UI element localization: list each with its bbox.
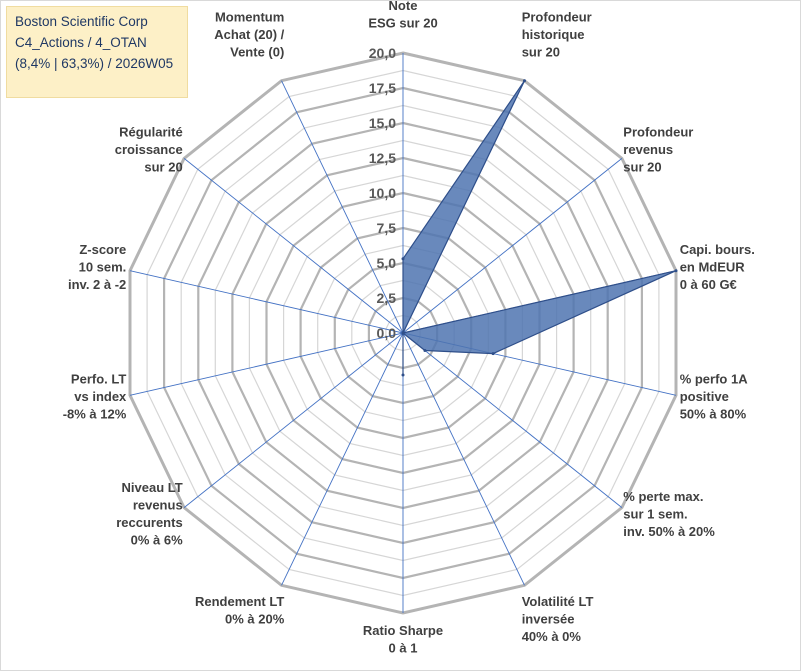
axis-label: 0% à 6%	[131, 533, 183, 548]
title-line-2: C4_Actions / 4_OTAN	[15, 35, 147, 50]
axis-label: Perfo. LT	[71, 372, 126, 387]
axis-label: 0 à 1	[389, 641, 418, 656]
axis-spoke	[402, 332, 623, 508]
axis-spoke	[183, 158, 404, 334]
axis-spoke	[183, 332, 404, 508]
axis-label: Ratio Sharpe	[363, 623, 443, 638]
tick-label: 0,0	[377, 325, 397, 341]
data-point	[491, 352, 495, 356]
axis-label: ESG sur 20	[368, 16, 437, 31]
tick-label: 20,0	[369, 45, 396, 61]
axis-label: sur 1 sem.	[623, 506, 687, 521]
axis-label: sur 20	[144, 160, 182, 175]
axis-label: croissance	[115, 142, 183, 157]
axis-label: 50% à 80%	[680, 407, 747, 422]
axis-label: Niveau LT	[122, 480, 183, 495]
axis-label: Volatilité LT	[522, 594, 594, 609]
series-area	[401, 80, 677, 375]
tick-label: 7,5	[377, 220, 397, 236]
tick-label: 10,0	[369, 185, 396, 201]
axis-spoke	[281, 332, 404, 586]
axis-label: Momentum	[215, 9, 284, 24]
axis-label: 10 sem.	[79, 259, 127, 274]
axis-label: 0 à 60 G€	[680, 277, 737, 292]
axis-label: historique	[522, 27, 585, 42]
tick-label: 2,5	[377, 290, 397, 306]
tick-label: 12,5	[369, 150, 396, 166]
axis-label: Note	[389, 0, 418, 13]
title-line-3: (8,4% | 63,3%) / 2026W05	[15, 56, 174, 71]
axis-label: Profondeur	[623, 125, 693, 140]
axis-label: % perte max.	[623, 489, 703, 504]
axis-label: 40% à 0%	[522, 629, 582, 644]
axis-label: -8% à 12%	[63, 407, 127, 422]
tick-label-layer: 0,0 2,5 5,0 7,5 10,0 12,5 15,0 17,5 20,0	[369, 45, 396, 341]
axis-spoke	[402, 158, 623, 334]
axis-label: Achat (20) /	[214, 27, 284, 42]
axis-label: inv. 50% à 20%	[623, 524, 715, 539]
axis-label: % perfo 1A	[680, 372, 749, 387]
tick-label: 17,5	[369, 80, 396, 96]
title-line-1: Boston Scientific Corp	[15, 14, 148, 29]
data-point	[523, 79, 526, 83]
data-point	[401, 331, 405, 335]
tick-label: 15,0	[369, 115, 396, 131]
data-point	[674, 269, 678, 273]
axis-label: positive	[680, 389, 729, 404]
axis-spoke	[129, 332, 404, 396]
axis-label: 0% à 20%	[225, 612, 285, 627]
axis-spoke	[281, 80, 404, 334]
axis-label: Z-score	[79, 242, 126, 257]
axis-spoke	[129, 270, 404, 334]
tick-label: 5,0	[377, 255, 397, 271]
axis-label: Rendement LT	[195, 594, 284, 609]
axis-label: inv. 2 à -2	[68, 277, 126, 292]
axis-label: Régularité	[119, 125, 183, 140]
data-point	[401, 373, 405, 377]
axis-label: Profondeur	[522, 9, 592, 24]
axis-label: revenus	[623, 142, 673, 157]
axis-label: Vente (0)	[230, 44, 284, 59]
data-point	[423, 349, 427, 352]
axis-spoke	[402, 332, 525, 586]
axis-label: en MdEUR	[680, 259, 746, 274]
axis-label: Capi. bours.	[680, 242, 755, 257]
axis-label: reccurents	[116, 515, 182, 530]
axis-label: sur 20	[623, 160, 661, 175]
axis-label: inversée	[522, 612, 575, 627]
chart-title-box: Boston Scientific Corp C4_Actions / 4_OT…	[6, 6, 188, 98]
axis-label-layer: Note ESG sur 20 Profondeur historique sur 20…	[63, 0, 755, 656]
axis-label: sur 20	[522, 44, 560, 59]
axis-label: revenus	[133, 498, 183, 513]
axis-label: vs index	[74, 389, 127, 404]
data-point	[401, 257, 405, 261]
series-layer	[401, 79, 678, 377]
